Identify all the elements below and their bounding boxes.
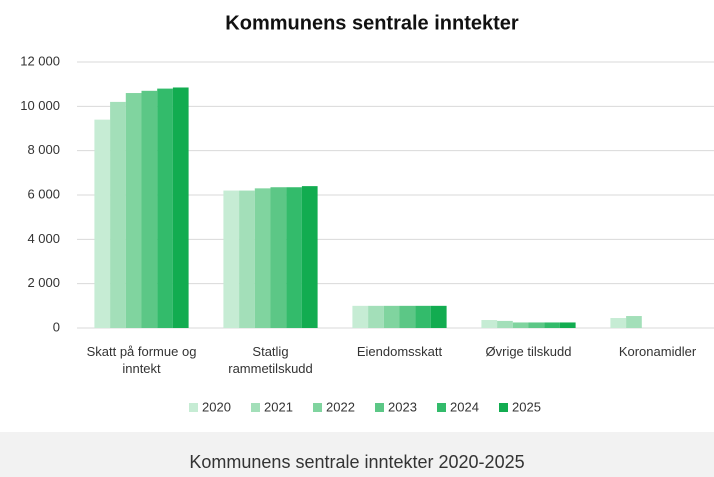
legend-swatch [189,403,198,412]
bar [528,322,545,328]
bar [110,101,126,329]
legend-swatch [499,403,508,412]
y-tick-label: 2 000 [27,275,60,290]
legend-label: 2022 [326,399,355,414]
legend-label: 2025 [512,399,541,414]
bar [497,320,513,328]
bar [172,87,189,328]
y-tick-label: 12 000 [20,53,60,68]
legend-label: 2023 [388,399,417,414]
bar [415,305,431,328]
bar [559,322,576,328]
bar [125,93,142,329]
bar [223,190,240,328]
bar [254,188,271,328]
y-tick-label: 0 [53,319,60,334]
legend-swatch [437,403,446,412]
bar [352,305,369,328]
bar [544,322,560,328]
y-tick-label: 4 000 [27,231,60,246]
bar [94,119,111,328]
legend-label: 2024 [450,399,479,414]
bar [626,316,642,328]
bar [157,88,173,328]
bar [610,318,627,328]
y-tick-label: 10 000 [20,98,60,113]
legend-label: 2021 [264,399,293,414]
bar [239,190,255,328]
bar [399,305,416,328]
x-tick-label: Skatt på formue og inntekt [86,344,197,376]
x-tick-label: Koronamidler [618,344,697,359]
bar [286,187,302,328]
x-tick-label: Statlig rammetilskudd [228,344,313,376]
bar [430,305,447,328]
bar [141,90,158,328]
chart-title: Kommunens sentrale inntekter [225,12,519,34]
bar [368,305,384,328]
x-tick-label: Øvrige tilskudd [485,344,572,359]
bar [301,186,318,328]
legend-swatch [375,403,384,412]
bar [270,187,287,328]
x-tick-label: Eiendomsskatt [356,344,443,359]
legend-label: 2020 [202,399,231,414]
bar [383,305,400,328]
bar [481,320,498,328]
bar [512,322,529,328]
caption: Kommunens sentrale inntekter 2020-2025 [0,432,714,477]
legend-swatch [313,403,322,412]
legend-swatch [251,403,260,412]
y-tick-label: 6 000 [27,186,60,201]
y-tick-label: 8 000 [27,142,60,157]
